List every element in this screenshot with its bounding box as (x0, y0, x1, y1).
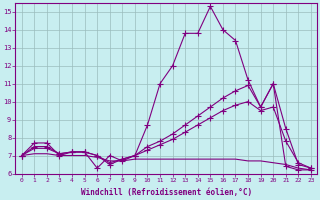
X-axis label: Windchill (Refroidissement éolien,°C): Windchill (Refroidissement éolien,°C) (81, 188, 252, 197)
